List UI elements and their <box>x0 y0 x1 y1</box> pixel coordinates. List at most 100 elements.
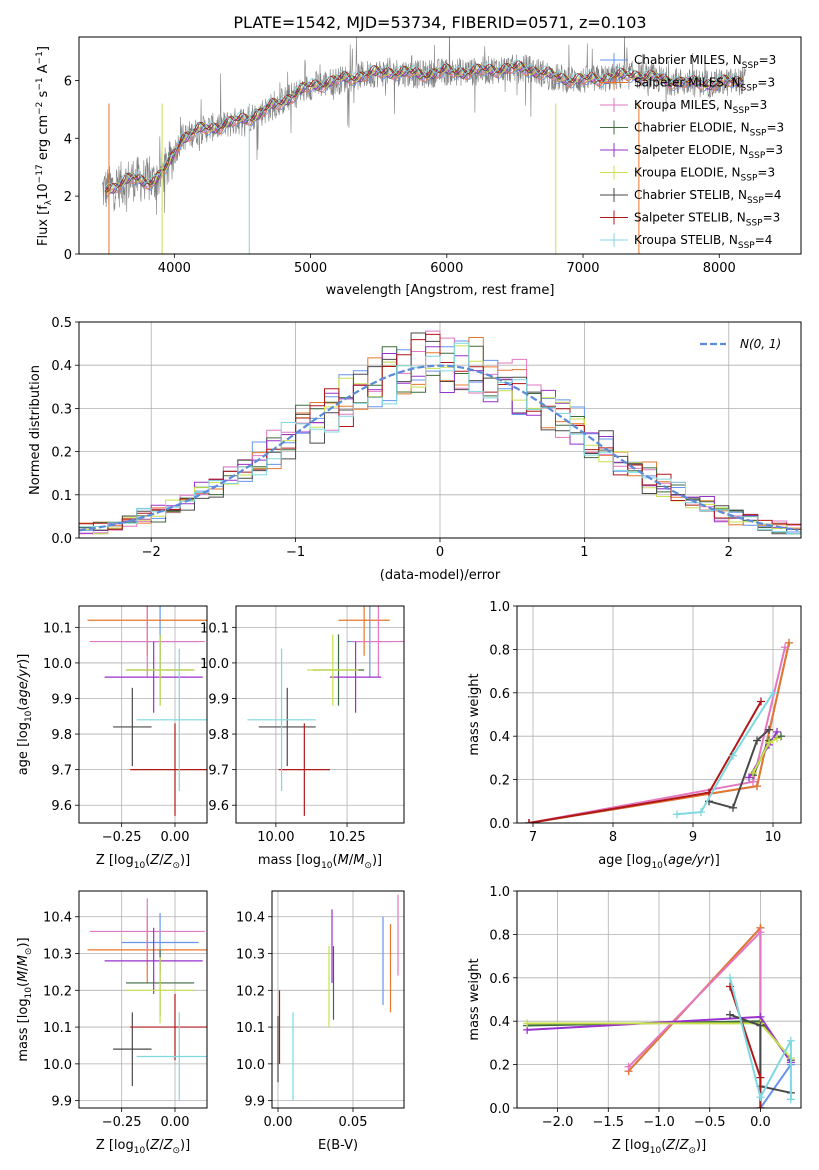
y-tick-label: 4 <box>64 132 72 147</box>
x-axis-label-part: / <box>349 853 354 868</box>
x-axis-label-part: ( <box>145 1138 150 1153</box>
x-tick-label: 7 <box>529 830 537 845</box>
y-tick-label: 10.3 <box>43 948 72 963</box>
x-axis-label-part: M <box>338 853 349 868</box>
x-axis-label: (data-model)/error <box>380 568 501 583</box>
x-tick-label: 10.00 <box>257 830 294 845</box>
x-tick-label: 5000 <box>294 261 327 276</box>
histogram-step <box>79 342 801 535</box>
x-tick-label: −0.25 <box>102 1115 142 1130</box>
plot-area-age-mass <box>247 606 404 816</box>
x-axis-label: Z [log10(Z/Z⊙)] <box>612 1138 706 1156</box>
x-axis-label-part: )] <box>180 1138 190 1153</box>
axes-frame <box>516 605 802 824</box>
x-tick-label: −0.25 <box>102 830 142 845</box>
mass-weight-point <box>756 1093 765 1102</box>
legend-label-part: SSP <box>741 84 758 94</box>
y-tick-label: 0.4 <box>489 730 510 745</box>
y-tick-label: 10.1 <box>43 621 72 636</box>
figure-title: PLATE=1542, MJD=53734, FIBERID=0571, z=0… <box>233 13 646 32</box>
y-axis-label-part: )] <box>16 937 31 947</box>
legend-label-part: Chabrier STELIB, N <box>634 188 747 202</box>
x-axis-label-part: ( <box>663 853 668 868</box>
mass-weight-point <box>786 1036 795 1045</box>
x-axis-label-part: / <box>159 1138 164 1153</box>
x-tick-label: 0.0 <box>750 1115 771 1130</box>
legend-label-part: =3 <box>763 211 781 225</box>
legend-label-part: Chabrier ELODIE, N <box>634 121 750 135</box>
mass-weight-point <box>726 1010 734 1019</box>
legend-label-part: =3 <box>759 53 777 67</box>
x-axis-label-part: Z <box>163 853 174 868</box>
x-axis-label-part: 10 <box>321 861 333 871</box>
y-tick-label: 10.4 <box>43 911 72 926</box>
y-tick-label: 0.0 <box>51 532 72 547</box>
legend-label-part: SSP <box>742 61 759 71</box>
mass-weight-point <box>786 1095 795 1104</box>
mass-weight-point <box>765 738 773 747</box>
x-tick-label: −2.0 <box>542 1115 574 1130</box>
x-tick-label: 8000 <box>703 261 736 276</box>
x-axis-label-part: age [log <box>598 853 651 868</box>
y-tick-label: 10.1 <box>200 621 229 636</box>
mass-weight-line <box>708 728 770 810</box>
legend-label: Kroupa MILES, NSSP=3 <box>634 98 767 116</box>
mass-weight-point <box>773 734 781 743</box>
plot-area-age-Z <box>87 606 207 816</box>
y-axis-label-part: ( <box>16 982 31 987</box>
x-axis-label-part: ( <box>661 1138 666 1153</box>
plot-area-mass-ebv <box>277 894 399 1101</box>
y-axis-label-part: )] <box>16 654 31 664</box>
axes-mw-Z: −2.0 −1.5 −1.0 −0.5 0.0 0.0 0.2 0.4 0.6 0.8 1.0 Z [… <box>467 885 802 1156</box>
x-tick-label: 2 <box>725 545 733 560</box>
x-axis-label: Z [log10(Z/Z⊙)] <box>96 853 190 871</box>
x-axis-label-part: Z <box>149 1138 160 1153</box>
mass-weight-point <box>769 688 777 697</box>
y-tick-label: 0.4 <box>51 359 72 374</box>
x-axis-label-part: Z <box>679 1138 690 1153</box>
mass-weight-line <box>729 986 762 1108</box>
axes-frame <box>271 890 405 1109</box>
legend-label-part: =3 <box>757 166 775 180</box>
y-tick-label: 9.9 <box>208 692 229 707</box>
mass-weight-line <box>729 977 792 1100</box>
legend-label-part: =3 <box>765 143 783 157</box>
mass-weight-point <box>753 782 761 791</box>
legend-label-part: SSP <box>733 106 750 116</box>
legend-label-part: SSP <box>746 219 763 229</box>
y-tick-label: 10.0 <box>43 1058 72 1073</box>
x-axis-label-part: M <box>353 853 364 868</box>
y-axis-label-part: 10 <box>36 183 51 200</box>
y-tick-label: 10.3 <box>236 948 265 963</box>
y-tick-label: 9.9 <box>51 1095 72 1110</box>
legend-label-part: =3 <box>766 121 784 135</box>
y-tick-label: 10.1 <box>43 1021 72 1036</box>
y-axis-label-part: λ <box>44 199 54 205</box>
x-tick-label: −2 <box>142 545 161 560</box>
y-axis-label: Flux [fλ10−17 erg cm−2 s−1 A−1] <box>35 46 54 246</box>
mass-weight-point <box>726 973 734 982</box>
x-axis-label-part: 10 <box>651 861 663 871</box>
axes-frame <box>78 36 802 255</box>
y-tick-label: 0.6 <box>489 687 510 702</box>
mass-weight-point <box>756 1021 765 1030</box>
mass-weight-point <box>781 643 789 652</box>
y-axis-label-part: ( <box>16 706 31 711</box>
y-tick-label: 0 <box>64 248 72 263</box>
legend-label-part: Kroupa STELIB, N <box>634 233 738 247</box>
legend-label: Salpeter STELIB, NSSP=3 <box>634 211 780 229</box>
mass-weight-line <box>676 692 774 816</box>
x-tick-label: 0 <box>436 545 444 560</box>
x-tick-label: 6000 <box>430 261 463 276</box>
y-tick-label: 10.0 <box>200 657 229 672</box>
axes-mass-Z: −0.25 0.009.910.010.110.210.310.4Z [log10… <box>16 890 208 1156</box>
legend-label-part: Salpeter ELODIE, N <box>634 143 748 157</box>
x-tick-label: 1 <box>580 545 588 560</box>
x-tick-label: 7000 <box>566 261 599 276</box>
legend-label-part: Kroupa ELODIE, N <box>634 166 741 180</box>
x-axis-label-part: Z [log <box>96 1138 134 1153</box>
plot-area-residuals <box>79 330 801 535</box>
x-tick-label: 9 <box>689 830 697 845</box>
